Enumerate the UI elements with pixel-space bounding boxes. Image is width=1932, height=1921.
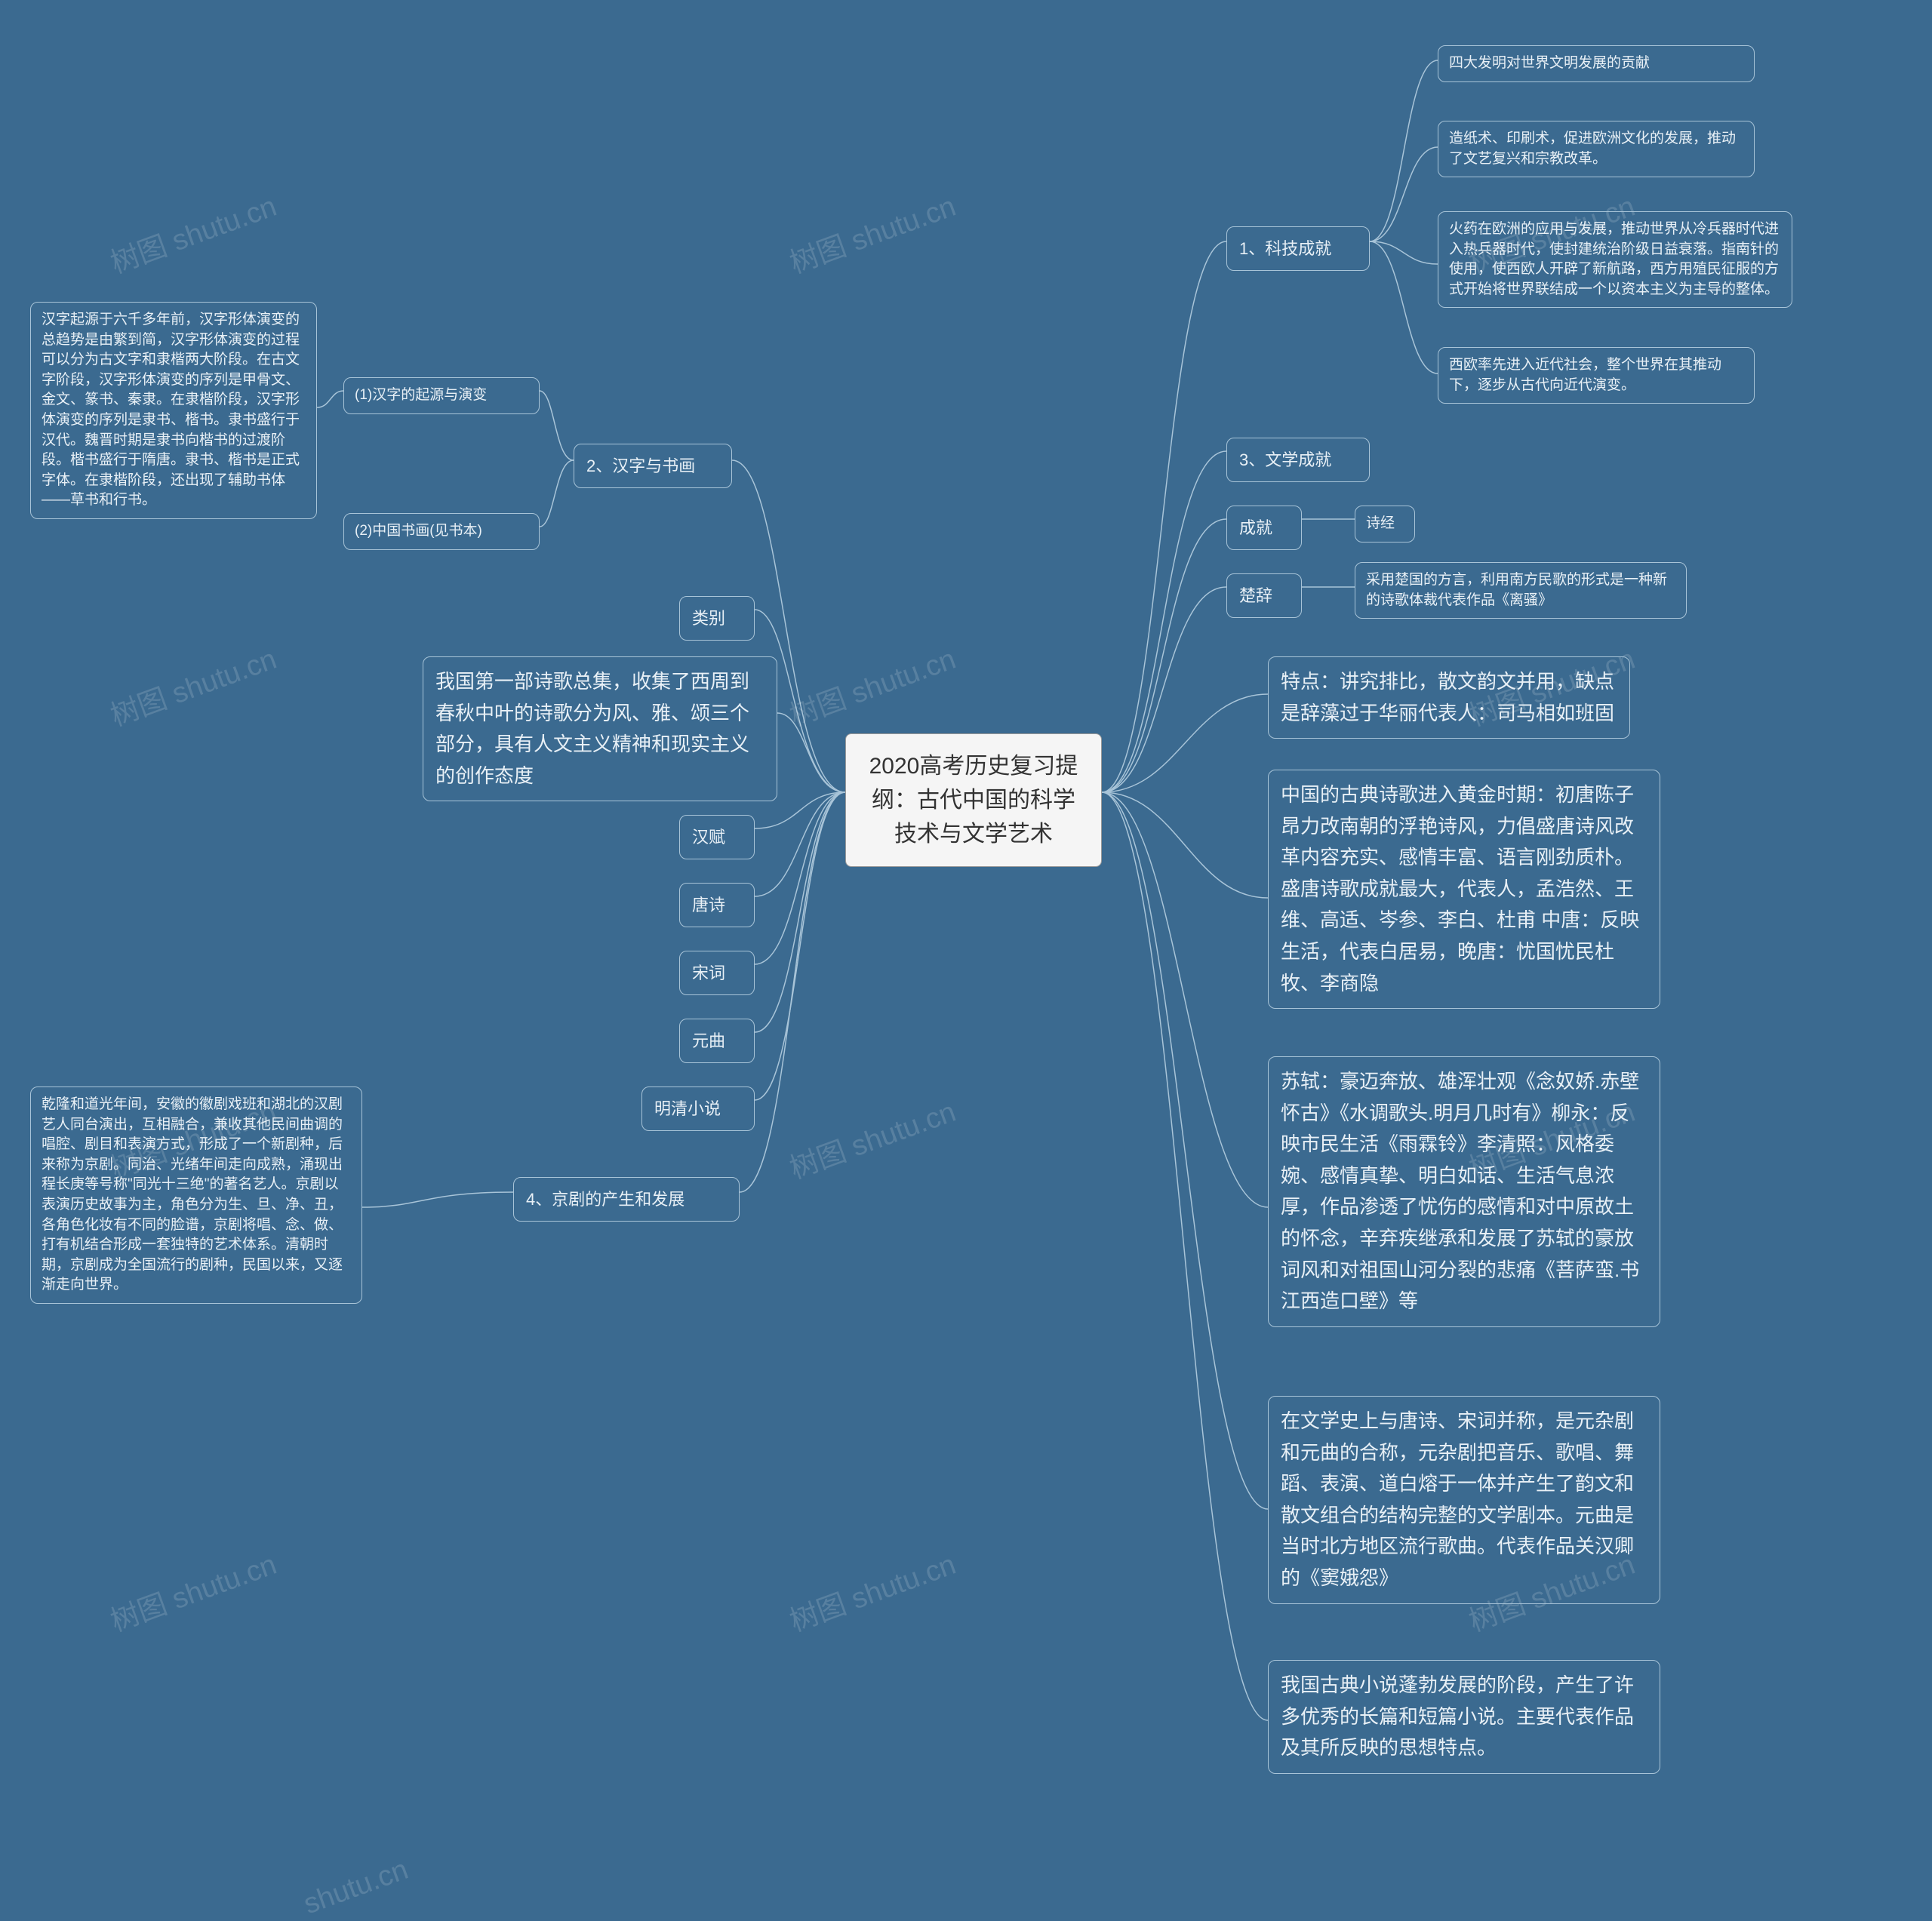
node-yuanqu-detail[interactable]: 在文学史上与唐诗、宋词并称，是元杂剧和元曲的合称，元杂剧把音乐、歌唱、舞蹈、表演… (1268, 1396, 1660, 1604)
node-jingju[interactable]: 4、京剧的产生和发展 (513, 1177, 740, 1222)
node-category[interactable]: 类别 (679, 596, 755, 641)
node-songci-detail[interactable]: 苏轼：豪迈奔放、雄浑壮观《念奴娇.赤壁怀古》《水调歌头.明月几时有》柳永：反映市… (1268, 1056, 1660, 1327)
node-tangshi[interactable]: 唐诗 (679, 883, 755, 927)
node-tech[interactable]: 1、科技成就 (1226, 226, 1370, 271)
node-hanzi-child-0[interactable]: (1)汉字的起源与演变 (343, 377, 540, 414)
node-hanfu-feature[interactable]: 特点：讲究排比，散文韵文并用，缺点是辞藻过于华丽代表人：司马相如班固 (1268, 656, 1630, 739)
watermark: 树图 shutu.cn (104, 1541, 281, 1639)
node-tech-child-3[interactable]: 西欧率先进入近代社会，整个世界在其推动下，逐步从古代向近代演变。 (1438, 347, 1755, 404)
node-chuci-child[interactable]: 采用楚国的方言，利用南方民歌的形式是一种新的诗歌体裁代表作品《离骚》 (1355, 562, 1687, 619)
node-chuci[interactable]: 楚辞 (1226, 573, 1302, 618)
node-lit[interactable]: 3、文学成就 (1226, 438, 1370, 482)
watermark: 树图 shutu.cn (104, 635, 281, 733)
node-hanfu[interactable]: 汉赋 (679, 815, 755, 859)
node-hanzi[interactable]: 2、汉字与书画 (574, 444, 732, 488)
watermark: 树图 shutu.cn (783, 1088, 961, 1186)
node-jingju-detail[interactable]: 乾隆和道光年间，安徽的徽剧戏班和湖北的汉剧艺人同台演出，互相融合，兼收其他民间曲… (30, 1087, 362, 1304)
watermark: shutu.cn (300, 1854, 413, 1921)
node-shijing-desc[interactable]: 我国第一部诗歌总集，收集了西周到春秋中叶的诗歌分为风、雅、颂三个部分，具有人文主… (423, 656, 777, 801)
node-songci[interactable]: 宋词 (679, 951, 755, 995)
watermark: 树图 shutu.cn (783, 1541, 961, 1639)
node-tech-child-0[interactable]: 四大发明对世界文明发展的贡献 (1438, 45, 1755, 82)
node-yuanqu[interactable]: 元曲 (679, 1019, 755, 1063)
node-hanzi-child-1[interactable]: (2)中国书画(见书本) (343, 513, 540, 550)
root-node[interactable]: 2020高考历史复习提纲：古代中国的科学技术与文学艺术 (845, 733, 1102, 867)
node-tangshi-detail[interactable]: 中国的古典诗歌进入黄金时期：初唐陈子昂力改南朝的浮艳诗风，力倡盛唐诗风改革内容充… (1268, 770, 1660, 1009)
watermark: 树图 shutu.cn (783, 635, 961, 733)
node-tech-child-2[interactable]: 火药在欧洲的应用与发展，推动世界从冷兵器时代进入热兵器时代，使封建统治阶级日益衰… (1438, 211, 1792, 308)
node-mingqing-detail[interactable]: 我国古典小说蓬勃发展的阶段，产生了许多优秀的长篇和短篇小说。主要代表作品及其所反… (1268, 1660, 1660, 1774)
watermark: 树图 shutu.cn (104, 183, 281, 281)
node-achieve[interactable]: 成就 (1226, 506, 1302, 550)
watermark: 树图 shutu.cn (783, 183, 961, 281)
node-hanzi-child-0-detail[interactable]: 汉字起源于六千多年前，汉字形体演变的总趋势是由繁到简，汉字形体演变的过程可以分为… (30, 302, 317, 519)
node-achieve-child[interactable]: 诗经 (1355, 506, 1415, 542)
node-mingqing[interactable]: 明清小说 (641, 1087, 755, 1131)
node-tech-child-1[interactable]: 造纸术、印刷术，促进欧洲文化的发展，推动了文艺复兴和宗教改革。 (1438, 121, 1755, 177)
